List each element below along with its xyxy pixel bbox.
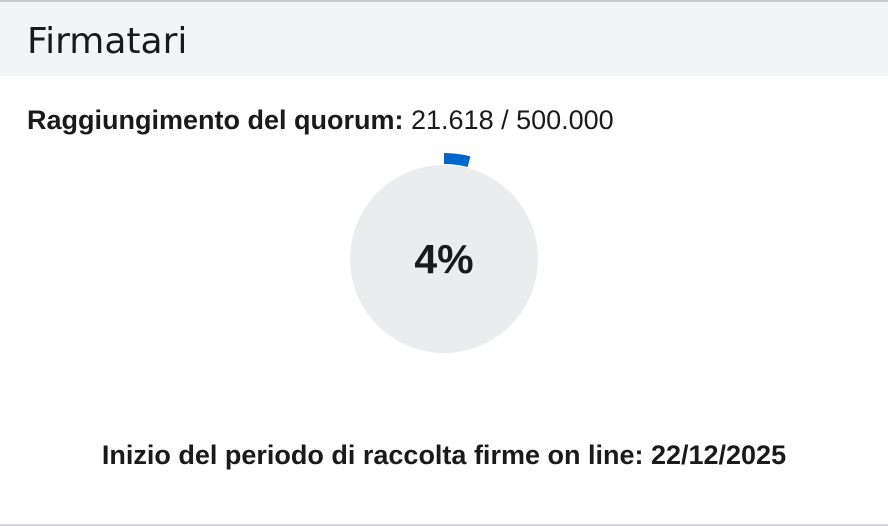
quorum-value: 21.618 / 500.000 [411,105,614,135]
top-border [0,0,888,2]
quorum-line: Raggiungimento del quorum: 21.618 / 500.… [27,103,614,137]
quorum-label: Raggiungimento del quorum: [27,105,404,135]
progress-arc [444,153,471,167]
collection-start-date: Inizio del periodo di raccolta firme on … [101,440,787,470]
section-title: Firmatari [27,21,188,62]
section-header: Firmatari [0,2,888,76]
bottom-border [0,524,888,526]
progress-track [350,165,538,353]
progress-percent: 4% [414,236,474,282]
quorum-progress-chart [350,153,538,353]
